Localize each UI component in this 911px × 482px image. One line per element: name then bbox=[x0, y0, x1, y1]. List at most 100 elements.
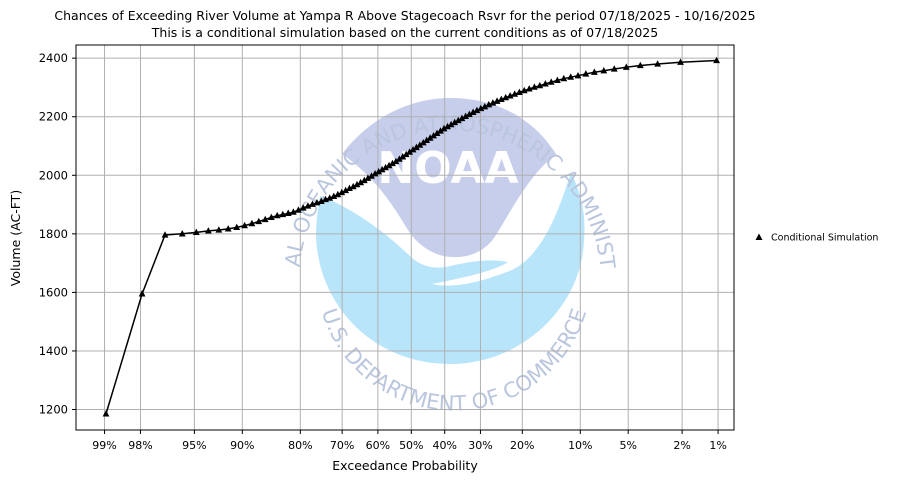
data-point bbox=[423, 136, 431, 144]
data-point bbox=[364, 174, 372, 181]
data-point bbox=[493, 97, 501, 104]
chart-title: Chances of Exceeding River Volume at Yam… bbox=[54, 8, 755, 23]
data-point bbox=[713, 56, 721, 64]
data-point bbox=[378, 165, 386, 173]
data-point bbox=[590, 68, 598, 75]
data-point bbox=[520, 86, 528, 94]
data-point bbox=[375, 167, 383, 175]
data-point bbox=[430, 131, 437, 139]
x-tick-label: 95% bbox=[182, 439, 206, 452]
x-tick-label: 20% bbox=[510, 439, 534, 452]
data-point bbox=[574, 71, 582, 79]
y-tick-label: 1400 bbox=[39, 344, 68, 358]
data-point bbox=[215, 226, 223, 233]
x-tick-label: 80% bbox=[288, 439, 312, 452]
x-tick-label: 70% bbox=[330, 439, 354, 452]
y-tick-label: 1800 bbox=[39, 227, 68, 241]
data-point bbox=[349, 182, 357, 190]
data-point bbox=[326, 194, 334, 201]
data-point bbox=[511, 90, 519, 97]
data-point bbox=[248, 219, 256, 227]
legend-label: Conditional Simulation bbox=[771, 233, 878, 244]
data-point bbox=[473, 106, 481, 114]
data-point bbox=[392, 157, 400, 165]
data-point bbox=[284, 209, 292, 216]
data-point bbox=[304, 202, 312, 209]
data-point bbox=[489, 99, 497, 106]
x-tick-label: 90% bbox=[230, 439, 254, 452]
data-point bbox=[654, 60, 661, 67]
noaa-ring-top-text: NATIONAL OCEANIC AND ATMOSPHERIC ADMINIS… bbox=[0, 0, 620, 270]
y-tick-label: 2400 bbox=[39, 51, 68, 65]
data-point bbox=[636, 61, 644, 69]
data-point bbox=[413, 143, 420, 151]
data-point bbox=[338, 188, 346, 196]
data-point bbox=[289, 208, 297, 215]
axis-ticks: 99% 98% 95% 90% 80% 70% 60% 50% 40% 30% 20% 10% 5% 2%… bbox=[39, 51, 727, 452]
data-point bbox=[677, 58, 684, 65]
data-point bbox=[299, 204, 307, 211]
y-tick-label: 1600 bbox=[39, 285, 68, 299]
data-point bbox=[481, 102, 489, 110]
data-point bbox=[334, 190, 342, 198]
data-point bbox=[273, 211, 281, 219]
data-point bbox=[382, 163, 389, 171]
data-point bbox=[600, 66, 608, 74]
x-tick-label: 99% bbox=[92, 439, 116, 452]
data-point bbox=[224, 225, 232, 232]
data-point bbox=[368, 172, 375, 179]
x-tick-label: 98% bbox=[128, 439, 152, 452]
data-point bbox=[560, 74, 568, 82]
data-point bbox=[416, 141, 424, 148]
x-tick-label: 1% bbox=[709, 439, 726, 452]
data-point bbox=[399, 153, 407, 160]
data-point bbox=[330, 192, 338, 199]
data-point bbox=[610, 65, 618, 72]
x-tick-label: 60% bbox=[366, 439, 390, 452]
grid-lines bbox=[76, 45, 734, 430]
data-point bbox=[192, 228, 200, 235]
data-point bbox=[462, 112, 470, 120]
data-point bbox=[582, 70, 590, 77]
data-point bbox=[469, 108, 477, 115]
noaa-logo-lower-icon bbox=[316, 172, 585, 364]
x-axis-label: Exceedance Probability bbox=[332, 458, 478, 473]
data-point bbox=[261, 215, 269, 223]
x-tick-label: 2% bbox=[673, 439, 690, 452]
data-point bbox=[547, 78, 555, 85]
data-point bbox=[267, 213, 275, 221]
data-point bbox=[317, 197, 325, 204]
data-point bbox=[406, 148, 413, 155]
data-point bbox=[536, 81, 544, 89]
data-point bbox=[161, 231, 169, 238]
data-point bbox=[458, 114, 466, 122]
data-point bbox=[541, 80, 549, 87]
data-point bbox=[454, 116, 462, 124]
data-point bbox=[530, 83, 538, 90]
data-point bbox=[279, 210, 287, 218]
x-tick-label: 40% bbox=[432, 439, 456, 452]
data-point bbox=[440, 124, 448, 132]
data-point bbox=[433, 129, 441, 137]
data-point bbox=[204, 227, 212, 234]
data-point bbox=[102, 410, 110, 417]
data-point bbox=[525, 85, 533, 92]
data-point bbox=[497, 95, 505, 103]
data-point bbox=[447, 120, 455, 128]
data-point bbox=[353, 180, 361, 188]
data-point bbox=[389, 159, 396, 167]
data-point bbox=[357, 178, 365, 186]
data-point bbox=[485, 100, 493, 108]
data-point bbox=[502, 93, 510, 101]
legend-marker-icon bbox=[755, 233, 763, 240]
data-point bbox=[241, 221, 249, 229]
data-point bbox=[451, 118, 459, 126]
data-point bbox=[294, 206, 302, 213]
data-point bbox=[515, 88, 523, 96]
y-axis-label: Volume (AC-FT) bbox=[8, 190, 23, 286]
y-tick-label: 2000 bbox=[39, 168, 68, 182]
data-point bbox=[477, 104, 485, 112]
data-point bbox=[360, 176, 368, 184]
data-point bbox=[395, 155, 403, 162]
